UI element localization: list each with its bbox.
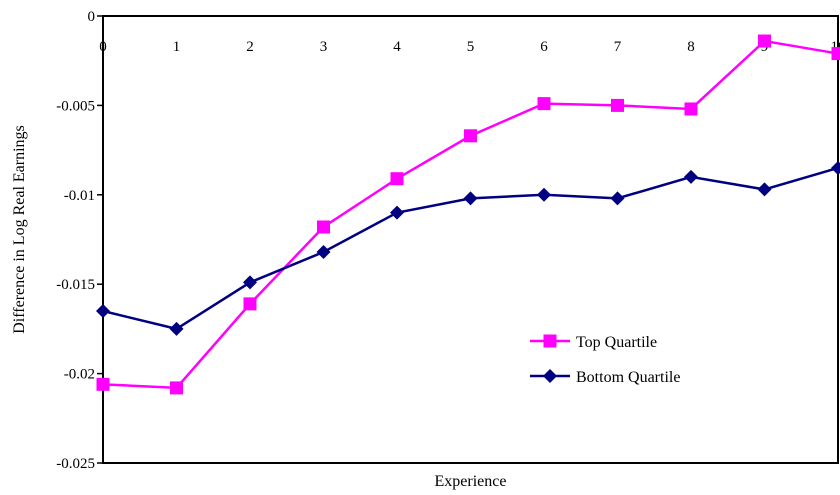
x-tick-label: 8 [687, 39, 695, 55]
data-point [831, 160, 840, 175]
x-axis-title: Experience [435, 473, 507, 490]
legend-label: Top Quartile [576, 334, 657, 351]
series-layer [96, 34, 840, 395]
data-point [96, 304, 110, 319]
series-line [102, 39, 839, 390]
data-point [169, 321, 184, 336]
data-point [96, 377, 110, 391]
plot-area [102, 15, 839, 464]
x-tick-label: 6 [540, 39, 548, 55]
legend-item: Top Quartile [530, 334, 657, 351]
x-tick-label: 4 [393, 39, 401, 55]
data-point [243, 275, 257, 290]
data-point [610, 191, 625, 206]
data-point [317, 220, 330, 234]
data-point [170, 381, 183, 395]
y-axis-ticks: 0 -0.005 -0.01 -0.015 -0.02 -0.025 [56, 9, 103, 472]
data-point [464, 129, 477, 143]
data-point [537, 97, 551, 111]
data-point [390, 172, 404, 186]
y-tick-label: -0.025 [56, 456, 95, 472]
y-tick-label: -0.02 [64, 367, 95, 383]
x-tick-label: 2 [246, 39, 254, 55]
legend-item: Bottom Quartile [530, 369, 680, 386]
y-axis-title: Difference in Log Real Earnings [11, 125, 28, 334]
series-bottom-quartile [96, 160, 840, 336]
data-point [390, 205, 404, 220]
data-point [543, 369, 557, 383]
y-tick-label: -0.01 [64, 188, 95, 204]
y-tick-label: 0 [88, 9, 96, 25]
plot-border [102, 15, 839, 464]
data-point [758, 34, 771, 48]
x-tick-label: 10 [831, 39, 840, 55]
data-point [316, 245, 331, 260]
legend: Top Quartile Bottom Quartile [530, 334, 680, 386]
data-point [611, 98, 624, 112]
data-point [537, 187, 551, 202]
x-tick-label: 7 [614, 39, 622, 55]
legend-label: Bottom Quartile [576, 369, 680, 386]
data-point [684, 102, 698, 116]
x-tick-label: 3 [320, 39, 328, 55]
data-point [757, 182, 772, 197]
x-tick-label: 1 [173, 39, 181, 55]
y-tick-label: -0.005 [56, 98, 95, 114]
x-tick-label: 5 [467, 39, 475, 55]
y-tick-label: -0.015 [56, 277, 95, 293]
data-point [543, 334, 557, 348]
data-point [243, 297, 257, 311]
x-tick-label: 0 [99, 39, 107, 55]
series-top-quartile [96, 34, 840, 395]
x-axis-ticks: 012345678910 [99, 39, 840, 55]
data-point [831, 47, 840, 61]
data-point [684, 169, 698, 184]
data-point [463, 191, 478, 206]
